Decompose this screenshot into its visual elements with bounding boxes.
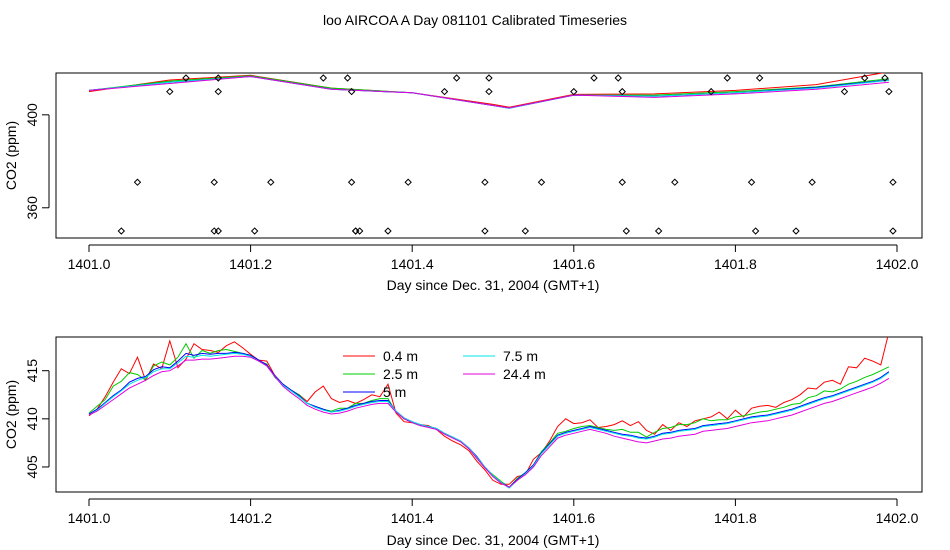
x-tick-label: 1401.6 — [552, 256, 595, 272]
x-axis-label: Day since Dec. 31, 2004 (GMT+1) — [387, 277, 600, 293]
scatter-point — [347, 178, 356, 186]
scatter-point — [860, 74, 869, 82]
scatter-point — [671, 178, 679, 186]
series-line-0 — [88, 73, 885, 108]
legend-label: 5 m — [383, 384, 406, 400]
scatter-point — [889, 178, 897, 186]
scatter-point — [885, 87, 893, 96]
scatter-point — [747, 178, 756, 186]
y-axis: 405 410 415 CO2 (ppm) — [3, 359, 50, 479]
scatter-point — [384, 227, 392, 235]
scatter-point — [117, 227, 126, 235]
scatter-point — [481, 178, 489, 186]
scatter-point — [618, 87, 626, 96]
scatter-point — [521, 227, 530, 235]
x-axis: 1401.0 1401.2 1401.4 1401.6 1401.8 1402.0 Day … — [68, 498, 919, 548]
scatter-point — [590, 74, 598, 82]
scatter-point — [755, 74, 764, 82]
scatter-point — [707, 87, 715, 96]
x-tick-label: 1401.0 — [68, 256, 111, 272]
scatter-point — [214, 227, 222, 235]
scatter-point — [351, 227, 360, 235]
scatter-point — [840, 87, 849, 96]
y-tick-label: 415 — [24, 359, 40, 383]
scatter-point — [214, 87, 222, 96]
legend-label: 2.5 m — [383, 366, 418, 382]
scatter-point — [485, 74, 493, 82]
scatter-point — [537, 178, 546, 186]
scatter-point — [614, 74, 622, 82]
scatter-point — [881, 74, 889, 82]
scatter-point — [889, 227, 897, 235]
x-tick-label: 1401.4 — [391, 510, 434, 526]
scatter-point — [267, 178, 275, 186]
scatter-point — [792, 227, 800, 235]
x-axis-label: Day since Dec. 31, 2004 (GMT+1) — [387, 532, 600, 548]
x-tick-label: 1401.2 — [229, 510, 272, 526]
scatter-point — [452, 74, 461, 82]
legend: 0.4 m 2.5 m 5 m 7.5 m 24.4 m — [343, 348, 546, 400]
y-axis-label: CO2 (ppm) — [3, 121, 19, 190]
y-axis-label: CO2 (ppm) — [3, 380, 19, 449]
legend-label: 24.4 m — [503, 366, 546, 382]
scatter-point — [210, 178, 218, 186]
series-line-24-4-m — [88, 355, 890, 488]
y-tick-label: 400 — [24, 103, 40, 127]
scatter-point — [355, 227, 364, 235]
x-tick-label: 1401.2 — [229, 256, 272, 272]
legend-label: 0.4 m — [383, 348, 418, 364]
scatter-point — [210, 227, 218, 235]
legend-label: 7.5 m — [503, 348, 538, 364]
scatter-point — [654, 227, 663, 235]
scatter-point — [166, 87, 174, 96]
scatter-point — [182, 74, 190, 82]
bottom-panel-co2-timeseries: 1401.0 1401.2 1401.4 1401.6 1401.8 1402.0 Day … — [3, 336, 923, 548]
scatter-point — [214, 74, 222, 82]
scatter-point — [343, 74, 352, 82]
series-line-4 — [88, 75, 889, 109]
y-tick-label: 405 — [24, 455, 40, 479]
scatter-point — [351, 227, 360, 235]
scatter-point — [347, 87, 356, 96]
series-line-0-4-m — [88, 337, 889, 485]
top-panel-co2-timeseries: 1401.0 1401.2 1401.4 1401.6 1401.8 1402.0 Day … — [3, 72, 923, 293]
scatter-point — [485, 87, 493, 96]
x-tick-label: 1401.8 — [714, 256, 757, 272]
x-tick-label: 1402.0 — [876, 256, 919, 272]
x-tick-label: 1402.0 — [876, 510, 919, 526]
y-tick-label: 360 — [24, 196, 40, 220]
scatter-point — [319, 74, 328, 82]
scatter-point — [723, 74, 732, 82]
x-tick-label: 1401.0 — [68, 510, 111, 526]
series-group — [88, 73, 889, 109]
y-axis: 360 400 CO2 (ppm) — [3, 103, 50, 220]
scatter-point — [404, 178, 412, 186]
scatter-point — [250, 227, 259, 235]
scatter-point — [481, 227, 489, 235]
scatter-point — [622, 227, 631, 235]
x-tick-label: 1401.8 — [714, 510, 757, 526]
series-line-7-5-m — [88, 352, 890, 489]
figure-title: loo AIRCOA A Day 081101 Calibrated Times… — [323, 12, 627, 28]
scatter-point — [751, 227, 760, 235]
x-tick-label: 1401.4 — [391, 256, 434, 272]
y-tick-label: 410 — [24, 407, 40, 431]
x-tick-label: 1401.6 — [552, 510, 595, 526]
scatter-point — [808, 178, 816, 186]
scatter-point — [570, 87, 578, 96]
scatter-point — [618, 178, 626, 186]
scatter-group — [117, 74, 897, 235]
x-axis: 1401.0 1401.2 1401.4 1401.6 1401.8 1402.0 Day … — [68, 244, 919, 293]
scatter-point — [440, 87, 449, 96]
series-group — [88, 337, 890, 489]
series-line-5-m — [88, 351, 890, 488]
scatter-point — [133, 178, 142, 186]
plot-frame — [55, 72, 923, 239]
plot-frame — [55, 336, 923, 493]
